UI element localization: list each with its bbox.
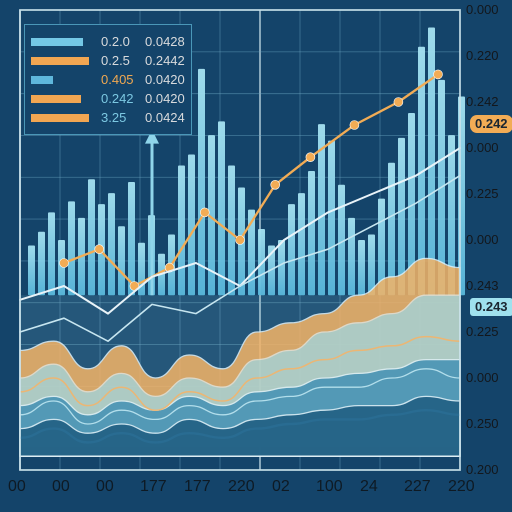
y-tick-label: 0.242 [466,94,499,109]
x-tick-label: 00 [8,478,26,496]
marker [434,70,443,79]
marker [200,208,209,217]
y-tick-label: 0.250 [466,416,499,431]
legend-row: 3.25 0.0424 [31,109,185,126]
marker [60,259,69,268]
legend-value-2: 0.2442 [145,54,185,67]
marker [236,236,245,245]
marker [271,180,280,189]
x-tick-label: 177 [140,478,167,496]
x-tick-label: 177 [184,478,211,496]
legend-value-2: 0.0428 [145,35,185,48]
y-tick-label: 0.225 [466,186,499,201]
marker [394,98,403,107]
x-tick-label: 24 [360,478,378,496]
value-callout: 0.243 [470,298,512,316]
legend-value-1: 0.242 [101,92,139,105]
x-tick-label: 02 [272,478,290,496]
x-tick-label: 00 [52,478,70,496]
legend-row: 0.2.0 0.0428 [31,33,185,50]
y-tick-label: 0.243 [466,278,499,293]
legend-row: 0.242 0.0420 [31,90,185,107]
x-tick-label: 227 [404,478,431,496]
marker [350,121,359,130]
y-tick-label: 0.000 [466,140,499,155]
legend-swatch [31,57,89,65]
marker [95,245,104,254]
x-tick-label: 220 [448,478,475,496]
legend-box: 0.2.00.04280.2.50.24420.4050.04200.2420.… [24,24,192,135]
x-tick-label: 100 [316,478,343,496]
x-tick-label: 220 [228,478,255,496]
legend-value-2: 0.0420 [145,73,185,86]
legend-value-1: 0.405 [101,73,139,86]
legend-swatch [31,38,83,46]
legend-value-1: 0.2.5 [101,54,139,67]
legend-swatch [31,76,53,84]
marker [306,153,315,162]
legend-row: 0.2.5 0.2442 [31,52,185,69]
value-callout: 0.242 [470,115,512,133]
legend-swatch [31,114,89,122]
y-tick-label: 0.200 [466,462,499,477]
x-tick-label: 00 [96,478,114,496]
legend-value-1: 0.2.0 [101,35,139,48]
y-tick-label: 0.220 [466,48,499,63]
legend-row: 0.405 0.0420 [31,71,185,88]
y-tick-label: 0.225 [466,324,499,339]
legend-value-2: 0.0424 [145,111,185,124]
y-tick-label: 0.000 [466,232,499,247]
y-tick-label: 0.000 [466,370,499,385]
legend-value-1: 3.25 [101,111,139,124]
legend-swatch [31,95,81,103]
y-tick-label: 0.000 [466,2,499,17]
legend-value-2: 0.0420 [145,92,185,105]
